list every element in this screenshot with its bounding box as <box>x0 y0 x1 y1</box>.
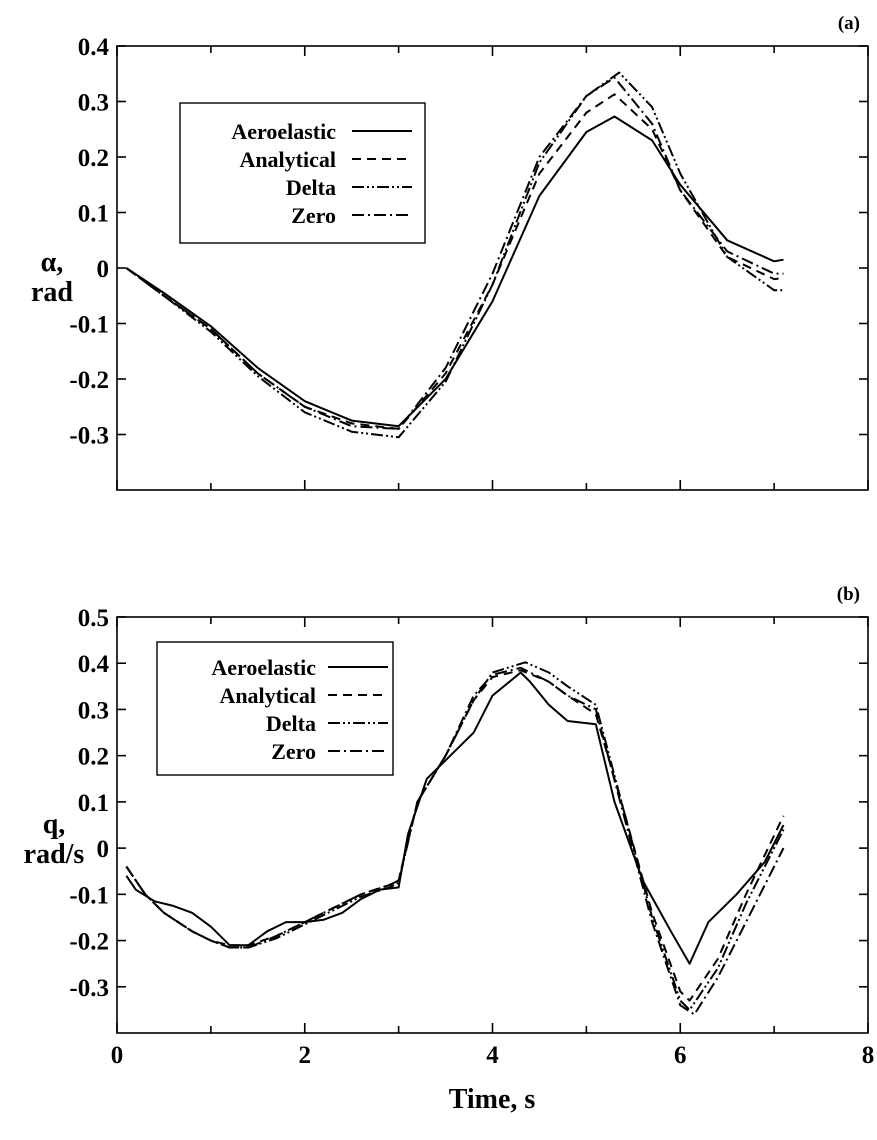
series-lines-b <box>125 661 785 1016</box>
y-tick-label-a-1: 0.3 <box>78 90 109 117</box>
series-line-a-aeroelastic <box>125 115 784 428</box>
x-tick-label-b-1: 2 <box>299 1042 312 1069</box>
legend-box-b <box>156 641 394 776</box>
legend-label-a-aeroelastic: Aeroelastic <box>231 119 336 144</box>
x-tick-label-b-0: 0 <box>111 1042 124 1069</box>
legend-label-b-analytical: Analytical <box>219 683 316 708</box>
panel-a: (a) α, rad 0.4 0.3 0.2 0.1 0 -0.1 -0.2 -0.3 Aer… <box>31 13 869 491</box>
y-tick-label-b-5: 0 <box>97 836 110 863</box>
y-axis-label-a-line2: rad <box>31 277 73 308</box>
axes-b: 0.5 0.4 0.3 0.2 0.1 0 -0.1 -0.2 -0.3 0 2 4 6 8 <box>69 605 874 1069</box>
series-lines-a <box>125 71 784 439</box>
x-axis-label: Time, s <box>449 1084 536 1115</box>
y-tick-label-b-7: -0.2 <box>69 929 109 956</box>
y-axis-label-b: q, <box>43 809 66 840</box>
y-tick-label-a-0: 0.4 <box>78 34 110 61</box>
y-tick-label-b-3: 0.2 <box>78 744 109 771</box>
series-line-b-zero <box>125 666 785 1016</box>
y-tick-label-b-8: -0.3 <box>69 975 109 1002</box>
y-tick-label-a-4: 0 <box>97 256 110 283</box>
y-tick-label-b-2: 0.3 <box>78 697 109 724</box>
series-line-a-delta <box>125 71 784 439</box>
y-axis-label-b-line2: rad/s <box>24 839 85 870</box>
y-tick-label-b-0: 0.5 <box>78 605 109 632</box>
y-tick-label-b-6: -0.1 <box>69 882 109 909</box>
legend-label-b-aeroelastic: Aeroelastic <box>211 655 316 680</box>
legend-label-a-zero: Zero <box>291 203 336 228</box>
x-tick-label-b-2: 4 <box>486 1042 499 1069</box>
y-tick-label-b-1: 0.4 <box>78 651 110 678</box>
legend-label-a-delta: Delta <box>286 175 336 200</box>
y-tick-label-a-6: -0.2 <box>69 367 109 394</box>
panel-label-a: (a) <box>838 13 860 34</box>
x-tick-label-b-3: 6 <box>674 1042 687 1069</box>
series-line-b-aeroelastic <box>125 671 785 965</box>
y-tick-label-a-5: -0.1 <box>69 312 109 339</box>
panel-label-b: (b) <box>837 584 860 605</box>
y-tick-label-a-3: 0.1 <box>78 201 109 228</box>
legend-a: Aeroelastic Analytical Delta Zero <box>231 119 412 228</box>
y-axis-label-a: α, <box>41 247 64 278</box>
legend-label-b-zero: Zero <box>271 739 316 764</box>
legend-label-a-analytical: Analytical <box>239 147 336 172</box>
series-line-a-zero <box>125 76 784 430</box>
y-tick-label-a-2: 0.2 <box>78 145 109 172</box>
axes-a: 0.4 0.3 0.2 0.1 0 -0.1 -0.2 -0.3 <box>69 34 869 490</box>
y-tick-label-b-4: 0.1 <box>78 790 109 817</box>
legend-label-b-delta: Delta <box>266 711 316 736</box>
y-tick-label-a-7: -0.3 <box>69 423 109 450</box>
legend-box-a <box>179 102 426 244</box>
panel-b: (b) q, rad/s Time, s 0.5 0.4 0.3 0.2 0.1 0 -0.… <box>24 584 875 1115</box>
legend-b: Aeroelastic Analytical Delta Zero <box>211 655 388 764</box>
x-tick-label-b-4: 8 <box>862 1042 875 1069</box>
